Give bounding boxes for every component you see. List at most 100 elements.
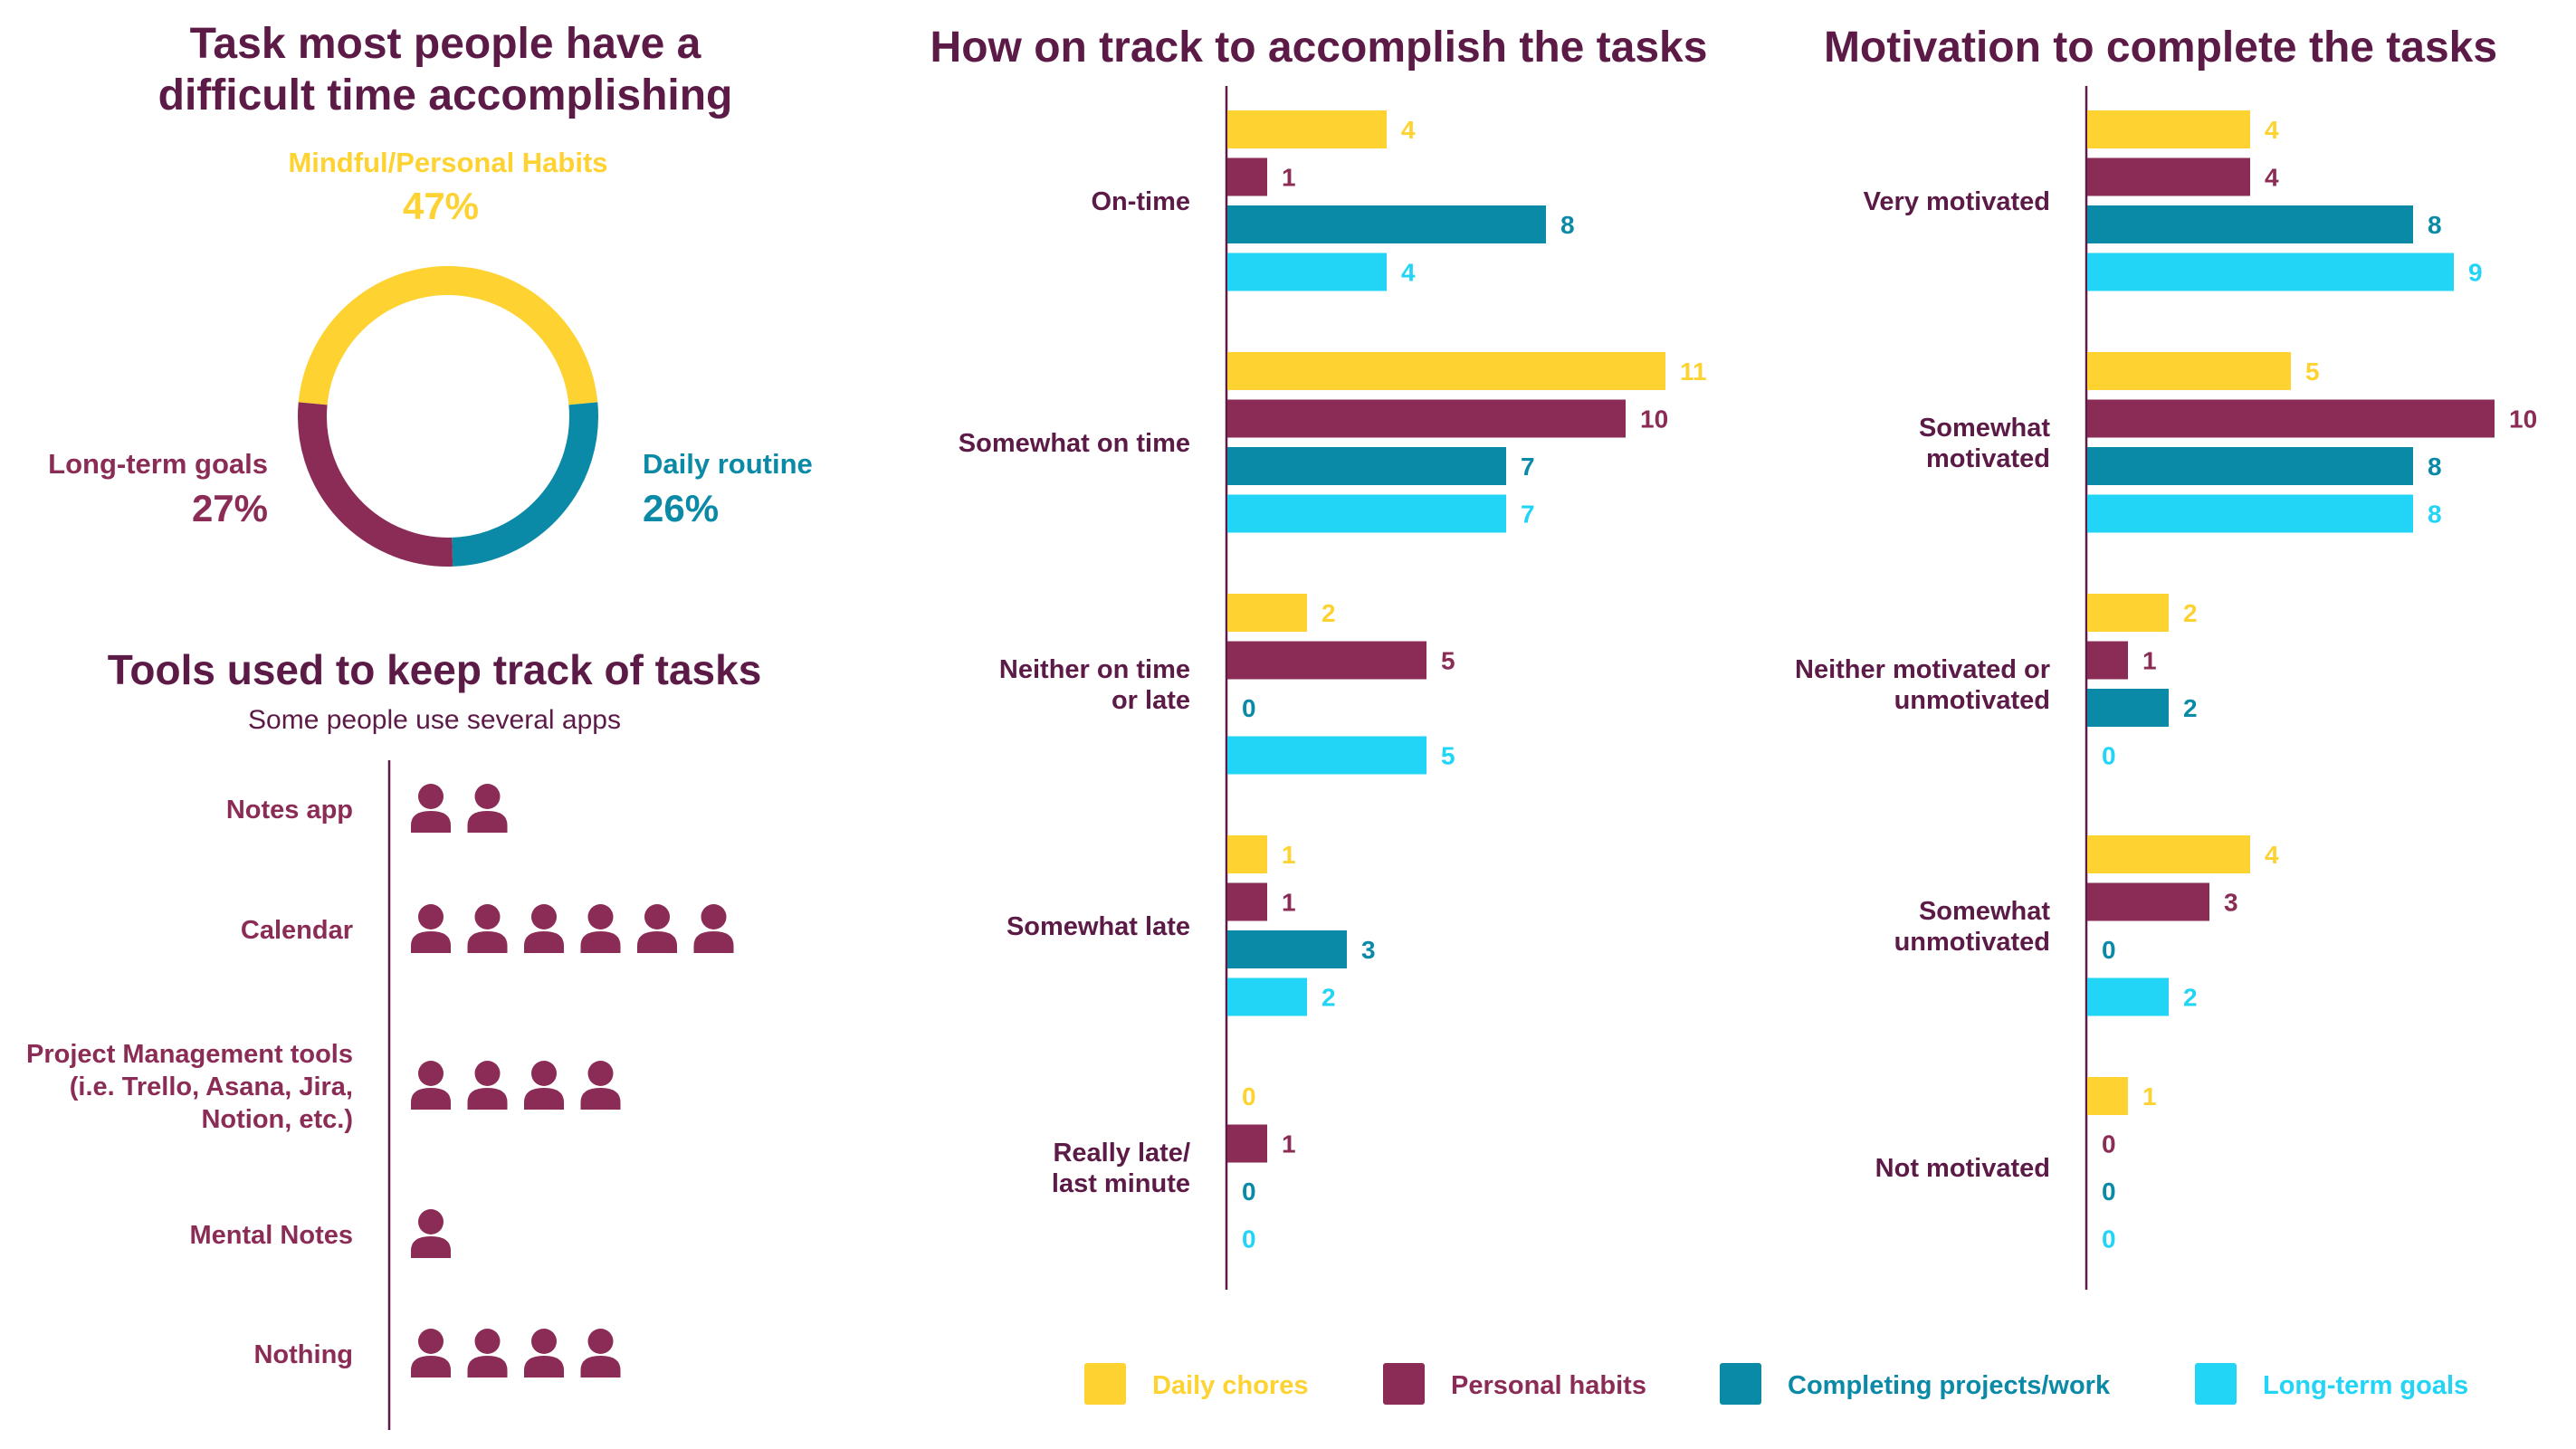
legend-swatch-completing-projects-work — [1720, 1363, 1761, 1405]
tools-category-label-calendar: Calendar — [241, 916, 353, 945]
on-track-value-neither-on-time-or-late-daily-chores: 2 — [1321, 599, 1336, 627]
on-track-value-somewhat-on-time-daily-chores: 11 — [1680, 357, 1707, 386]
on-track-category-label-somewhat-late: Somewhat late — [1007, 912, 1190, 941]
motivation-category-label-not-motivated: Not motivated — [1875, 1154, 2050, 1183]
person-icon — [411, 1329, 451, 1378]
legend-label-long-term-goals: Long-term goals — [2263, 1371, 2468, 1400]
motivation-value-not-motivated-personal-habits: 0 — [2102, 1130, 2116, 1158]
on-track-value-somewhat-on-time-personal-habits: 10 — [1640, 405, 1668, 434]
motivation-value-somewhat-unmotivated-completing-projects-work: 0 — [2102, 936, 2116, 964]
person-icon — [411, 1209, 451, 1258]
on-track-bar-chart: How on track to accomplish the tasks 4 1 8… — [930, 24, 1708, 1290]
on-track-value-neither-on-time-or-late-long-term-goals: 5 — [1441, 742, 1455, 770]
on-track-bar-on-time-long-term-goals — [1227, 253, 1387, 291]
motivation-value-somewhat-motivated-long-term-goals: 8 — [2428, 500, 2442, 529]
person-icon — [524, 1329, 564, 1378]
person-icon — [467, 1061, 508, 1110]
on-track-bar-neither-on-time-or-late-personal-habits — [1227, 641, 1426, 680]
motivation-bar-very-motivated-personal-habits — [2087, 157, 2250, 196]
person-icon — [580, 1329, 621, 1378]
donut-slice-long-term-goals — [298, 402, 453, 567]
person-icon — [467, 1329, 508, 1378]
on-track-value-somewhat-late-completing-projects-work: 3 — [1361, 936, 1376, 964]
person-icon — [411, 1061, 451, 1110]
on-track-title: How on track to accomplish the tasks — [930, 24, 1708, 71]
on-track-category-label-on-time: On-time — [1091, 187, 1190, 216]
person-icon — [524, 1061, 564, 1110]
on-track-value-really-late-last-minute-daily-chores: 0 — [1242, 1082, 1256, 1111]
motivation-bar-neither-motivated-or-unmotivated-daily-chores — [2087, 594, 2169, 632]
on-track-value-somewhat-late-personal-habits: 1 — [1282, 889, 1296, 917]
on-track-value-on-time-completing-projects-work: 8 — [1560, 211, 1575, 239]
on-track-bar-on-time-personal-habits — [1227, 157, 1267, 196]
motivation-category-label-somewhat-unmotivated-line-2: unmotivated — [1894, 928, 2050, 957]
motivation-bar-somewhat-motivated-daily-chores — [2087, 352, 2291, 390]
motivation-value-neither-motivated-or-unmotivated-completing-projects-work: 2 — [2183, 694, 2198, 722]
tools-category-label-project-management-tools-i-e-t-line-2: (i.e. Trello, Asana, Jira, — [70, 1072, 353, 1101]
donut-slice-daily-routine — [451, 402, 598, 567]
donut-chart: Task most people have a difficult time a… — [48, 20, 813, 567]
slice-value-long-term-goals: 27% — [192, 487, 268, 529]
tools-category-label-project-management-tools-i-e-t-line-3: Notion, etc.) — [201, 1105, 353, 1134]
tools-category-label-project-management-tools-i-e-t-line-1: Project Management tools — [26, 1040, 353, 1069]
tools-category-label-nothing: Nothing — [253, 1340, 353, 1369]
tools-category-label-mental-notes: Mental Notes — [190, 1221, 353, 1250]
motivation-bar-somewhat-motivated-long-term-goals — [2087, 494, 2413, 533]
motivation-bar-somewhat-motivated-completing-projects-work — [2087, 447, 2413, 485]
on-track-value-somewhat-late-daily-chores: 1 — [1282, 841, 1296, 869]
legend-label-completing-projects-work: Completing projects/work — [1788, 1371, 2111, 1400]
motivation-category-label-somewhat-motivated-line-1: Somewhat — [1919, 414, 2050, 443]
motivation-value-very-motivated-completing-projects-work: 8 — [2428, 211, 2442, 239]
on-track-value-somewhat-on-time-completing-projects-work: 7 — [1521, 453, 1535, 481]
on-track-value-on-time-daily-chores: 4 — [1401, 116, 1416, 144]
motivation-category-label-neither-motivated-or-unmotivated-line-2: unmotivated — [1894, 686, 2050, 715]
motivation-value-not-motivated-long-term-goals: 0 — [2102, 1225, 2116, 1254]
motivation-value-somewhat-unmotivated-daily-chores: 4 — [2265, 841, 2279, 869]
on-track-category-label-really-late-last-minute-line-1: Really late/ — [1053, 1139, 1190, 1168]
motivation-bar-not-motivated-daily-chores — [2087, 1077, 2128, 1115]
legend-swatch-long-term-goals — [2195, 1363, 2237, 1405]
on-track-value-neither-on-time-or-late-completing-projects-work: 0 — [1242, 694, 1256, 722]
motivation-category-label-very-motivated: Very motivated — [1864, 187, 2050, 216]
on-track-category-label-neither-on-time-or-late-line-1: Neither on time — [999, 655, 1190, 684]
on-track-value-really-late-last-minute-personal-habits: 1 — [1282, 1130, 1296, 1158]
slice-value-mindful-personal-habits: 47% — [403, 185, 479, 227]
motivation-value-neither-motivated-or-unmotivated-daily-chores: 2 — [2183, 599, 2198, 627]
tools-category-label-notes-app: Notes app — [226, 796, 353, 825]
on-track-bar-neither-on-time-or-late-daily-chores — [1227, 594, 1307, 632]
slice-label-mindful-personal-habits: Mindful/Personal Habits — [288, 147, 607, 178]
motivation-category-label-somewhat-motivated-line-2: motivated — [1926, 444, 2050, 473]
on-track-bar-on-time-completing-projects-work — [1227, 205, 1546, 243]
donut-title-line-1: Task most people have a — [190, 20, 701, 68]
donut-title-line-2: difficult time accomplishing — [158, 71, 733, 119]
on-track-category-label-neither-on-time-or-late-line-2: or late — [1111, 686, 1190, 715]
on-track-bar-neither-on-time-or-late-long-term-goals — [1227, 736, 1426, 775]
on-track-category-label-somewhat-on-time: Somewhat on time — [959, 429, 1190, 458]
person-icon — [411, 784, 451, 833]
person-icon — [637, 904, 677, 953]
motivation-bar-very-motivated-long-term-goals — [2087, 253, 2454, 291]
motivation-bar-very-motivated-completing-projects-work — [2087, 205, 2413, 243]
motivation-bar-neither-motivated-or-unmotivated-completing-projects-work — [2087, 689, 2169, 727]
person-icon — [580, 1061, 621, 1110]
person-icon — [467, 904, 508, 953]
tools-rows: Notes app Calendar Project Management tool… — [26, 784, 734, 1378]
motivation-bar-somewhat-unmotivated-long-term-goals — [2087, 977, 2169, 1016]
motivation-value-neither-motivated-or-unmotivated-long-term-goals: 0 — [2102, 742, 2116, 770]
on-track-bar-somewhat-on-time-personal-habits — [1227, 399, 1626, 438]
motivation-value-not-motivated-daily-chores: 1 — [2142, 1082, 2157, 1111]
legend-swatch-daily-chores — [1084, 1363, 1126, 1405]
person-icon — [411, 904, 451, 953]
donut-slices — [298, 266, 598, 567]
legend-label-personal-habits: Personal habits — [1451, 1371, 1646, 1400]
motivation-value-somewhat-motivated-completing-projects-work: 8 — [2428, 453, 2442, 481]
motivation-bar-somewhat-motivated-personal-habits — [2087, 399, 2495, 438]
on-track-value-neither-on-time-or-late-personal-habits: 5 — [1441, 647, 1455, 675]
on-track-value-on-time-long-term-goals: 4 — [1401, 259, 1416, 287]
motivation-title: Motivation to complete the tasks — [1824, 24, 2497, 71]
on-track-bar-somewhat-on-time-long-term-goals — [1227, 494, 1506, 533]
on-track-bar-somewhat-on-time-completing-projects-work — [1227, 447, 1506, 485]
